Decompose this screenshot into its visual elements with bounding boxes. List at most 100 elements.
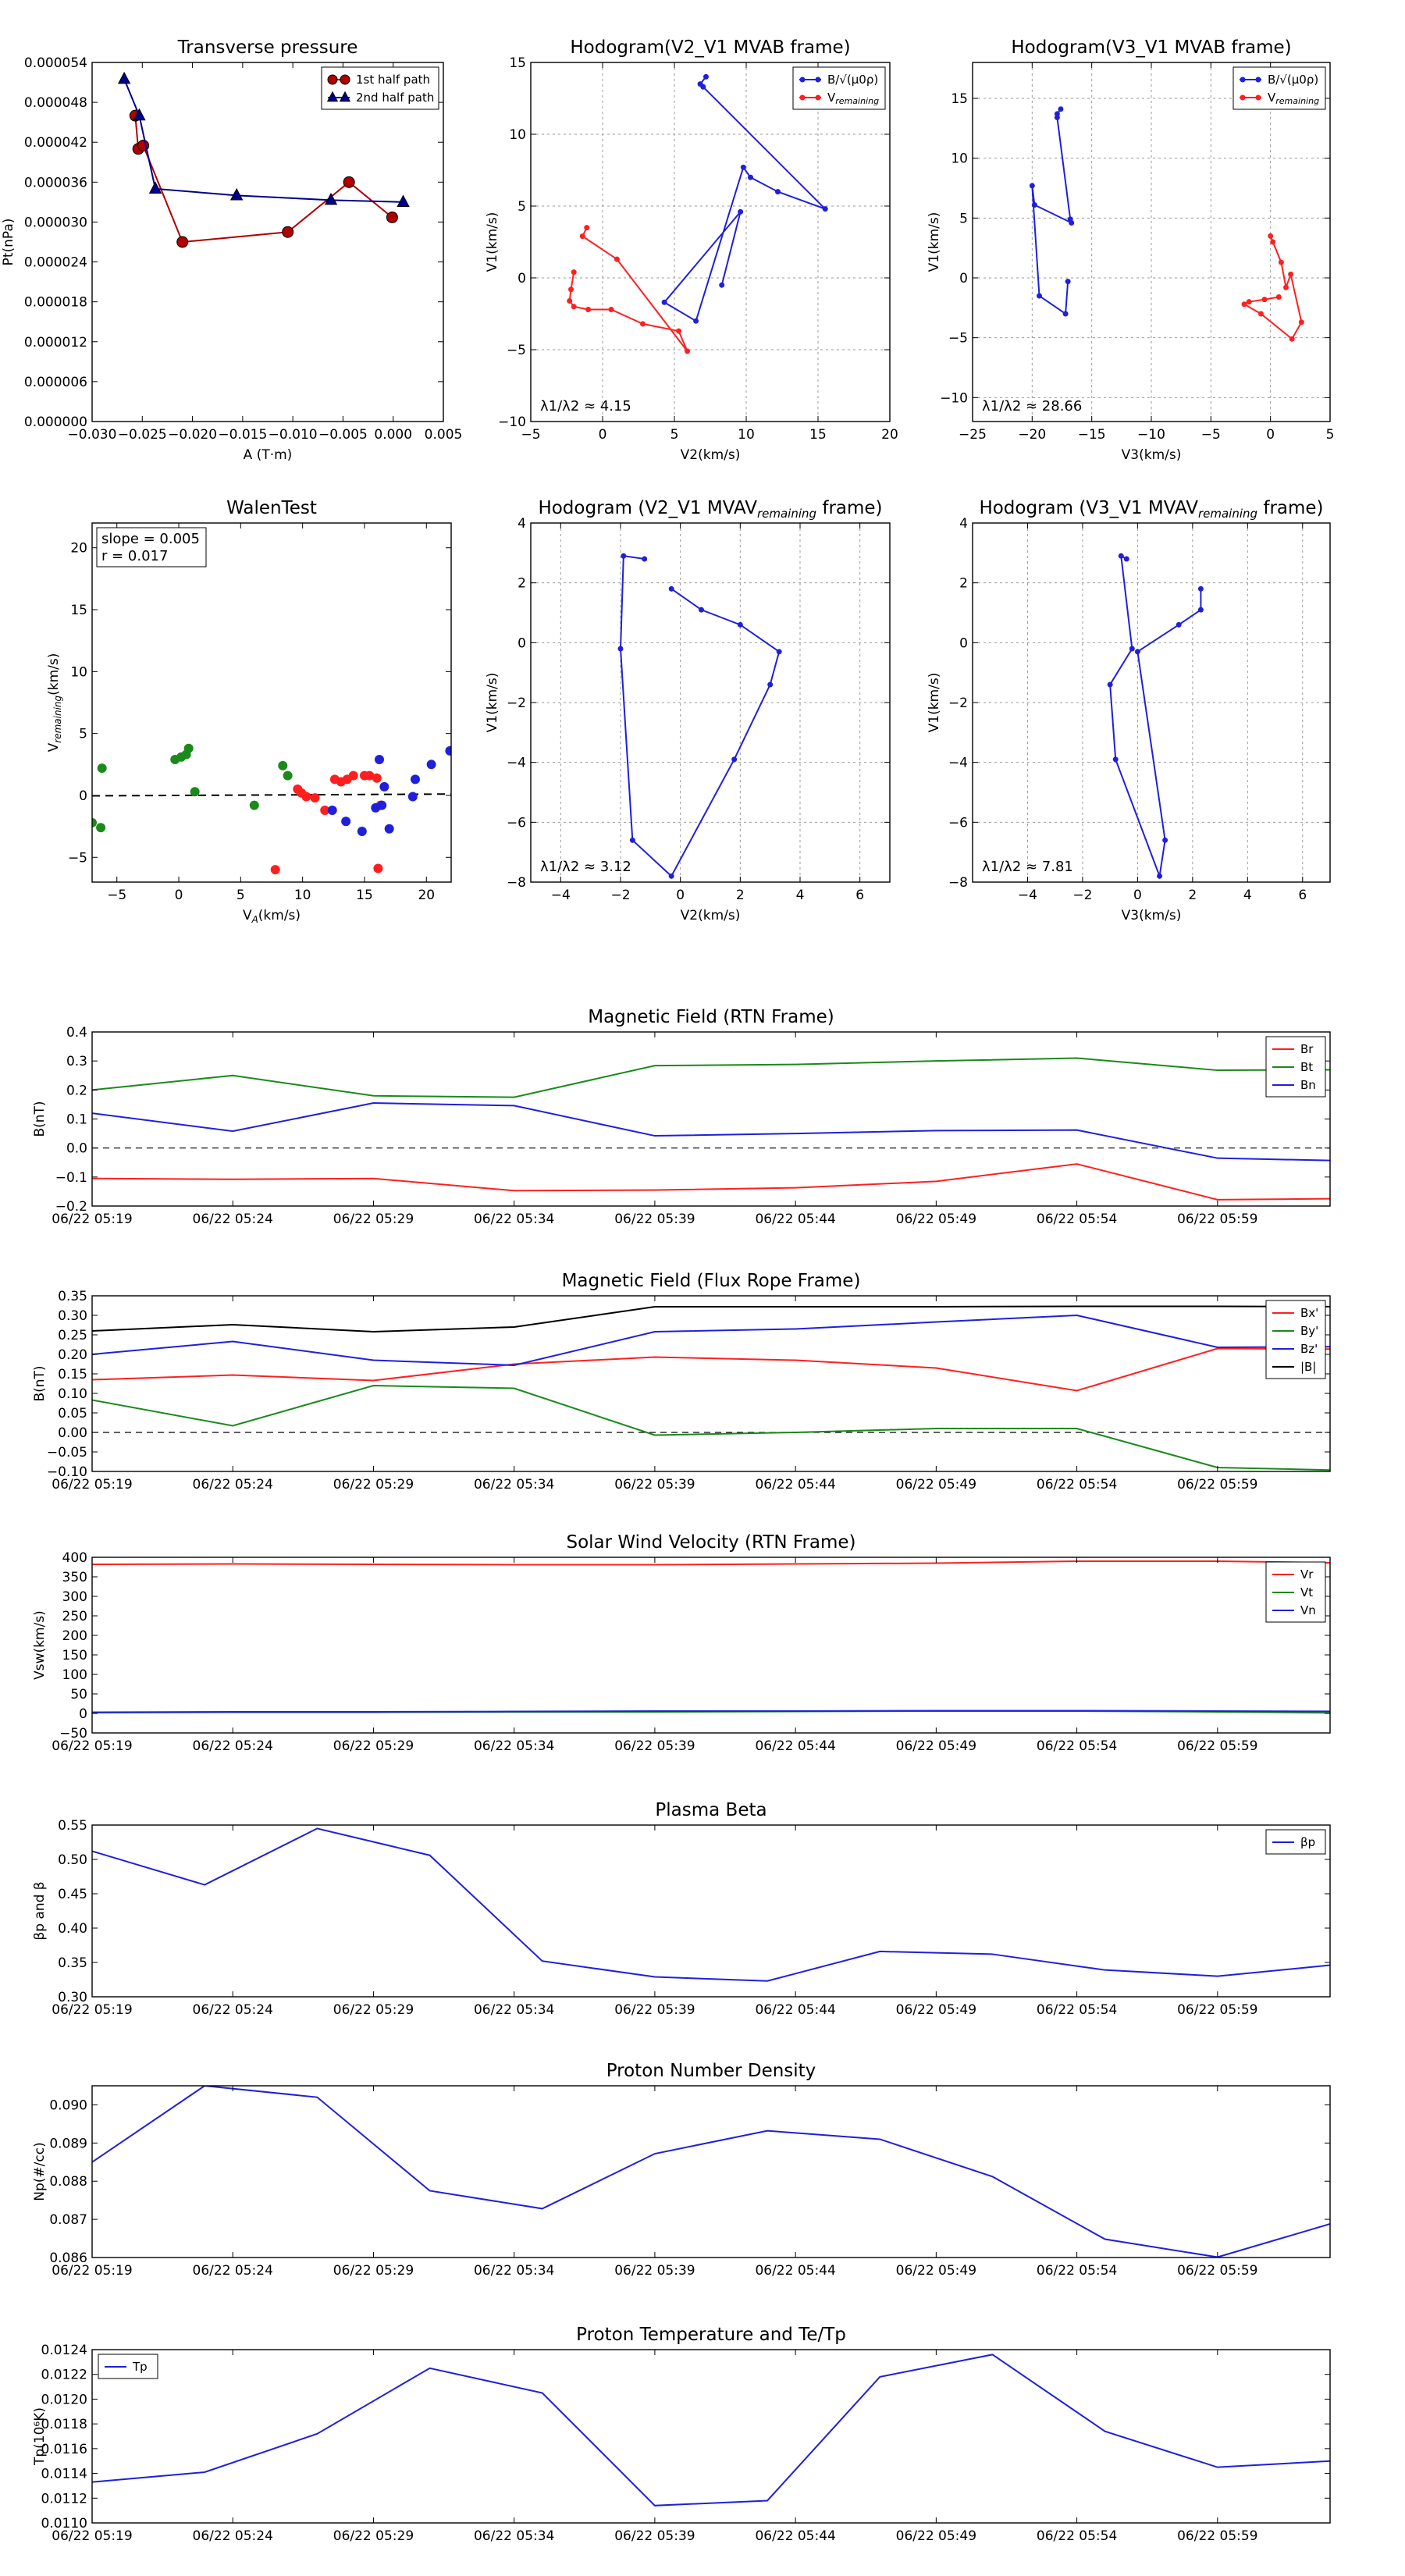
data-point	[1240, 94, 1246, 101]
plot-area	[567, 73, 828, 354]
y-axis-label: B(nT)	[32, 1365, 48, 1401]
data-point	[737, 621, 743, 628]
y-axis-label: βp and β	[32, 1881, 48, 1940]
x-tick-label: 06/22 05:29	[333, 2263, 414, 2279]
y-tick-label: 10	[951, 151, 968, 167]
x-tick-label: 06/22 05:49	[896, 2002, 976, 2018]
x-tick-label: 2	[1188, 888, 1197, 903]
data-point	[229, 187, 244, 201]
x-tick-label: 06/22 05:44	[755, 2002, 835, 2018]
x-tick-label: 06/22 05:54	[1037, 1738, 1117, 1754]
data-point	[386, 211, 398, 223]
legend-label: Vr	[1300, 1567, 1314, 1582]
legend-label: 1st half path	[356, 73, 430, 87]
y-tick-label: 0.090	[49, 2097, 87, 2113]
y-tick-label: 0.30	[58, 1308, 87, 1324]
data-point	[1129, 646, 1135, 652]
x-tick-label: −15	[1078, 427, 1106, 443]
series-line	[92, 1057, 1330, 1098]
data-point	[1270, 239, 1276, 245]
data-point	[1176, 621, 1182, 628]
x-tick-label: 06/22 05:49	[896, 1477, 976, 1493]
chart-np: 06/22 05:19 06/22 05:24 06/22 05:29 06/22 0…	[32, 2061, 1331, 2279]
data-point	[738, 208, 744, 215]
data-point	[702, 73, 709, 80]
data-point	[1255, 94, 1261, 101]
x-tick-label: 0	[599, 427, 607, 443]
x-tick-label: −5	[1201, 427, 1221, 443]
x-tick-label: 06/22 05:54	[1037, 1477, 1117, 1493]
x-tick-label: 06/22 05:34	[474, 1477, 554, 1493]
y-tick-label: −0.2	[55, 1199, 87, 1215]
plot-area	[92, 1305, 1330, 1471]
lambda-ratio: λ1/λ2 ≈ 7.81	[982, 859, 1073, 875]
series-line	[92, 1305, 1330, 1333]
legend: βp	[1265, 1829, 1326, 1855]
data-point	[270, 865, 280, 875]
data-point	[278, 760, 288, 770]
data-point	[190, 787, 200, 797]
y-tick-label: 4	[959, 516, 968, 532]
data-point	[676, 328, 682, 334]
x-tick-label: 06/22 05:39	[614, 1212, 695, 1227]
data-point	[375, 754, 384, 764]
x-tick-label: 06/22 05:29	[333, 1477, 414, 1493]
y-tick-label: 0.10	[58, 1386, 87, 1402]
x-axis-label: V3(km/s)	[1122, 908, 1182, 923]
y-tick-label: 0.000000	[24, 415, 87, 430]
data-point	[822, 206, 828, 212]
legend: Tp	[98, 2354, 158, 2379]
x-tick-label: −4	[551, 888, 571, 903]
series-line	[568, 227, 688, 352]
data-point	[693, 318, 699, 324]
plot-frame	[91, 1295, 1331, 1472]
y-tick-label: 15	[70, 603, 87, 618]
x-tick-label: 4	[1243, 888, 1252, 903]
plot-frame	[91, 1031, 1331, 1207]
legend: Bx' By' Bz' |B|	[1265, 1300, 1326, 1379]
chart-tp: 06/22 05:19 06/22 05:24 06/22 05:29 06/22 0…	[32, 2325, 1331, 2544]
data-point	[310, 793, 320, 803]
legend-label: βp	[1300, 1835, 1315, 1849]
y-axis-label: V1(km/s)	[485, 673, 500, 733]
x-tick-label: 06/22 05:49	[896, 2528, 976, 2544]
y-tick-label: 0.087	[49, 2212, 87, 2228]
x-tick-label: −2	[1072, 888, 1092, 903]
x-tick-label: 5	[670, 427, 679, 443]
y-tick-label: 0	[79, 788, 87, 804]
data-point	[700, 84, 706, 90]
chart-title: Hodogram(V2_V1 MVAB frame)	[570, 37, 850, 58]
x-tick-label: 06/22 05:34	[474, 2002, 554, 2018]
y-tick-label: −5	[507, 343, 526, 358]
data-point	[1268, 233, 1274, 239]
y-tick-label: 10	[70, 664, 87, 680]
x-tick-label: 15	[809, 427, 827, 443]
y-tick-label: 250	[62, 1609, 87, 1624]
chart-hodo4: −4 −2 0 2 4 6 −8 −6 −4 −2 0 2 4 Hodogram (V3_V1 MVAVr…	[927, 498, 1331, 923]
data-point	[320, 806, 330, 815]
plot-area	[92, 743, 451, 875]
data-point	[1241, 301, 1247, 308]
x-tick-label: −2	[610, 888, 630, 903]
x-tick-label: −0.020	[168, 427, 217, 443]
data-point	[96, 823, 106, 833]
x-tick-label: 06/22 05:34	[474, 2263, 554, 2279]
y-tick-label: −0.10	[47, 1464, 87, 1480]
y-tick-label: 100	[62, 1667, 87, 1683]
y-tick-label: 0.35	[58, 1289, 87, 1304]
fit-line	[91, 793, 452, 797]
chart-bflux: 06/22 05:19 06/22 05:24 06/22 05:29 06/22 0…	[32, 1271, 1331, 1493]
y-tick-label: 5	[518, 199, 526, 215]
series-line	[663, 76, 826, 322]
data-point	[324, 192, 338, 205]
x-tick-label: 06/22 05:49	[896, 2263, 976, 2279]
legend: B/√(μ0ρ) Vremaining	[1232, 66, 1326, 110]
chart-walen: −5 0 5 10 15 20 −5 0 5 10 15 20 WalenTest VA(km/s) Vre…	[46, 498, 452, 925]
y-tick-label: 350	[62, 1570, 87, 1585]
y-tick-label: 0.000006	[24, 375, 87, 390]
y-tick-label: 0.35	[58, 1955, 87, 1971]
chart-title: Plasma Beta	[655, 1800, 767, 1820]
data-point	[357, 826, 367, 836]
data-point	[341, 817, 351, 827]
